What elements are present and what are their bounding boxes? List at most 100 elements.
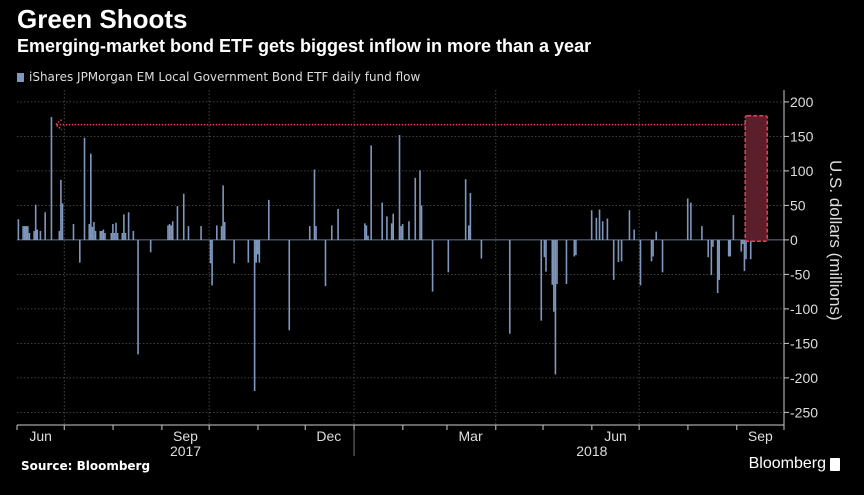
bar (381, 202, 383, 240)
bar (176, 206, 179, 240)
bar (149, 239, 152, 253)
bar (508, 239, 511, 334)
bar (58, 230, 61, 240)
bar (88, 224, 91, 240)
bar (390, 223, 393, 240)
bloomberg-logo: Bloomberg (749, 455, 840, 473)
bar (650, 239, 653, 262)
bar (620, 239, 623, 262)
bar (110, 233, 113, 240)
bar (123, 214, 125, 240)
bar (598, 209, 601, 240)
bar (233, 239, 235, 264)
bar (370, 145, 372, 240)
bar (740, 239, 743, 252)
year-label: 2017 (170, 443, 201, 459)
bar (116, 233, 119, 240)
bar (315, 226, 317, 240)
bar (447, 239, 450, 273)
bar (78, 239, 81, 263)
y-tick-label: 150 (790, 128, 814, 144)
bar (44, 212, 46, 240)
bar (132, 230, 135, 240)
x-tick-label: Sep (173, 428, 198, 444)
bar (220, 226, 223, 240)
bar (367, 235, 369, 240)
bar (223, 221, 226, 240)
year-label: 2018 (576, 443, 607, 459)
bar (112, 224, 114, 240)
bar (267, 199, 270, 240)
gridlines (17, 90, 784, 425)
y-tick-label: 0 (790, 232, 798, 248)
bar (686, 198, 689, 240)
bars (17, 117, 784, 392)
bar (288, 239, 291, 331)
bar (102, 229, 105, 240)
bar (661, 239, 664, 273)
bar (25, 226, 28, 240)
x-tick-label: Sep (748, 428, 773, 444)
bar (211, 239, 213, 286)
bar (104, 233, 106, 240)
bar (551, 239, 554, 285)
highlight-box (744, 114, 768, 243)
bar (617, 239, 620, 262)
x-tick-label: Jun (604, 428, 627, 444)
y-tick-label: -50 (790, 266, 810, 282)
chart-subtitle: Emerging-market bond ETF gets biggest in… (17, 36, 592, 56)
y-tick-label: -250 (790, 404, 818, 420)
bar (365, 225, 368, 240)
y-tick-label: -200 (790, 370, 818, 386)
bar (247, 239, 250, 263)
chart-title: Green Shoots (17, 4, 188, 34)
bar (732, 215, 735, 240)
bar (121, 233, 124, 240)
bar (749, 239, 752, 260)
brand-name: Bloomberg (748, 455, 826, 472)
bar (469, 192, 472, 240)
bar (99, 230, 102, 240)
bar (545, 239, 547, 272)
bar (50, 117, 53, 240)
bar (655, 231, 658, 240)
bar (124, 233, 127, 240)
bar (167, 225, 169, 240)
bar (707, 239, 710, 258)
bar (556, 239, 558, 285)
bar (39, 230, 42, 240)
bar (575, 239, 577, 256)
axes: 200 150 100 50 0 -50 -100 -150 -200 -250 Jun Sep Dec… (16, 90, 818, 459)
x-tick-label: Jun (29, 428, 52, 444)
bar (543, 239, 546, 258)
bar (36, 229, 39, 240)
bar (590, 210, 593, 240)
bar (72, 224, 75, 240)
bar (364, 223, 366, 240)
bar (91, 226, 94, 240)
annotation (54, 114, 768, 243)
bar (420, 205, 423, 240)
bar (710, 239, 713, 276)
bar (573, 239, 576, 257)
bar (612, 239, 615, 280)
bar (729, 239, 732, 257)
bar (94, 230, 97, 240)
bar (216, 225, 218, 240)
bar (258, 239, 261, 263)
bar (101, 230, 103, 240)
bar (628, 210, 631, 240)
bar (633, 229, 635, 240)
bar (28, 233, 31, 240)
x-tick-label: Dec (316, 428, 341, 444)
bar (419, 170, 421, 240)
bar (392, 213, 395, 240)
bar (22, 226, 24, 240)
bar (468, 225, 470, 240)
chart-icon (830, 457, 840, 471)
y-tick-label: 100 (790, 163, 814, 179)
bar (308, 226, 311, 240)
bar (398, 135, 401, 240)
bar (168, 224, 171, 240)
